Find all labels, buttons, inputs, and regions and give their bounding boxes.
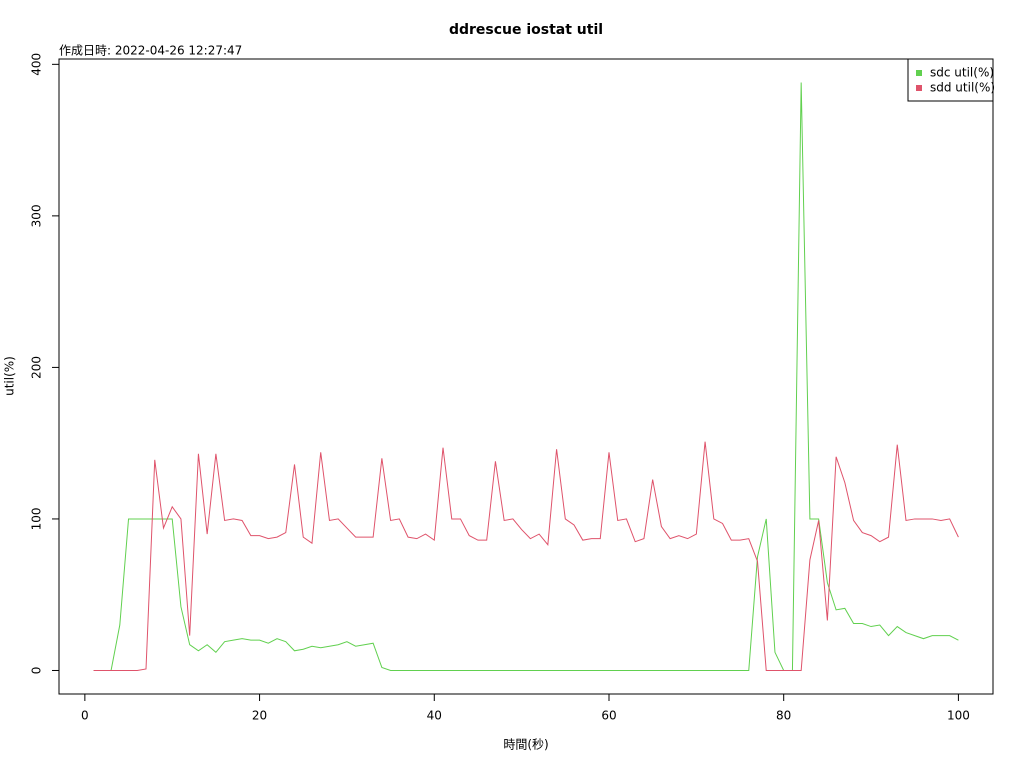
legend-label: sdc util(%) xyxy=(930,66,994,80)
x-tick-label: 0 xyxy=(81,709,89,723)
chart-title: ddrescue iostat util xyxy=(449,22,603,38)
legend-box xyxy=(907,58,994,102)
x-tick-label: 100 xyxy=(947,709,970,723)
y-tick-label: 300 xyxy=(30,204,44,227)
y-axis-label: util(%) xyxy=(3,356,17,396)
y-tick-label: 200 xyxy=(30,356,44,379)
x-tick-label: 80 xyxy=(776,709,791,723)
subtitle: 作成日時: 2022-04-26 12:27:47 xyxy=(59,44,242,58)
legend-label: sdd util(%) xyxy=(930,81,995,95)
series-line xyxy=(93,441,959,671)
legend-swatch xyxy=(916,70,922,76)
series-line xyxy=(93,82,959,671)
y-tick-label: 400 xyxy=(30,53,44,76)
y-tick-label: 0 xyxy=(30,667,44,675)
x-tick-label: 20 xyxy=(252,709,267,723)
y-tick-label: 100 xyxy=(30,507,44,530)
x-axis-label: 時間(秒) xyxy=(503,738,548,752)
x-tick-label: 60 xyxy=(601,709,616,723)
x-tick-label: 40 xyxy=(427,709,442,723)
legend-swatch xyxy=(916,85,922,91)
